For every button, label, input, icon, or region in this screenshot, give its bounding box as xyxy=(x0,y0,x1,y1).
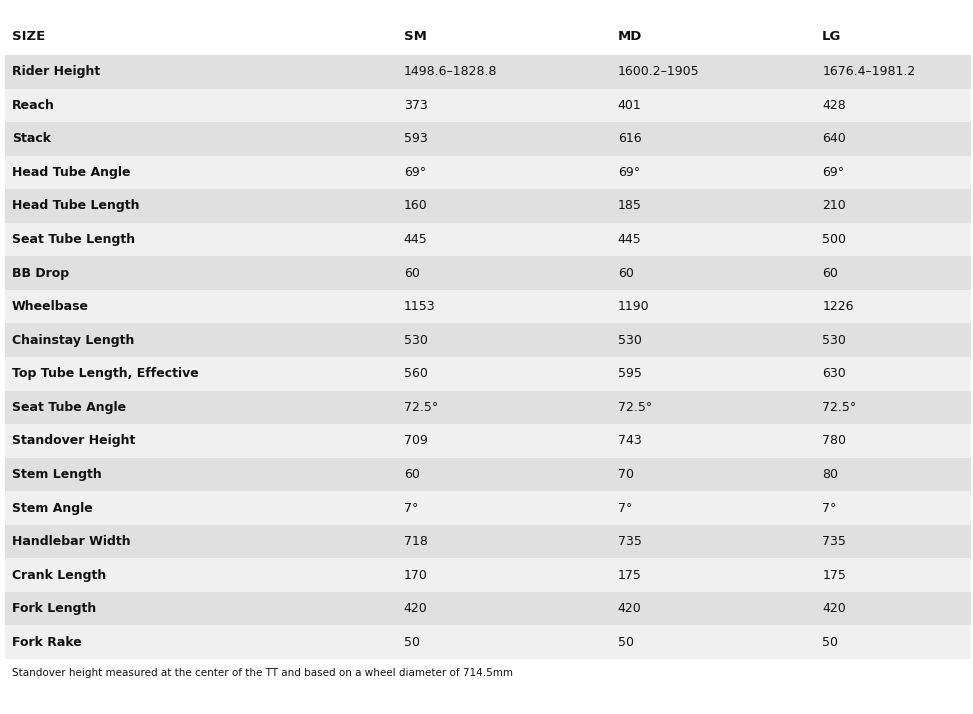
Bar xyxy=(5,223,971,256)
Text: Standover height measured at the center of the TT and based on a wheel diameter : Standover height measured at the center … xyxy=(12,668,513,678)
Bar xyxy=(5,323,971,357)
Text: 7°: 7° xyxy=(618,501,632,515)
Text: Fork Rake: Fork Rake xyxy=(12,635,82,649)
Text: 373: 373 xyxy=(404,99,427,112)
Text: 616: 616 xyxy=(618,132,641,146)
Text: Seat Tube Length: Seat Tube Length xyxy=(12,233,135,246)
Text: 72.5°: 72.5° xyxy=(822,401,856,414)
Text: Reach: Reach xyxy=(12,99,54,112)
Text: 210: 210 xyxy=(822,199,846,213)
Text: 560: 560 xyxy=(404,367,428,381)
Bar xyxy=(5,391,971,424)
Text: Stack: Stack xyxy=(12,132,51,146)
Text: Top Tube Length, Effective: Top Tube Length, Effective xyxy=(12,367,198,381)
Text: SM: SM xyxy=(404,30,427,43)
Text: 170: 170 xyxy=(404,568,428,582)
Text: 428: 428 xyxy=(822,99,846,112)
Text: Fork Length: Fork Length xyxy=(12,602,96,615)
Text: 718: 718 xyxy=(404,535,428,548)
Bar xyxy=(5,357,971,391)
Text: 185: 185 xyxy=(618,199,642,213)
Text: 530: 530 xyxy=(618,333,642,347)
Text: 50: 50 xyxy=(618,635,633,649)
Text: 7°: 7° xyxy=(822,501,837,515)
Text: Head Tube Angle: Head Tube Angle xyxy=(12,166,130,179)
Text: MD: MD xyxy=(618,30,642,43)
Text: 743: 743 xyxy=(618,434,641,448)
Text: 69°: 69° xyxy=(404,166,426,179)
Text: 530: 530 xyxy=(404,333,428,347)
Bar xyxy=(5,525,971,558)
Text: Standover Height: Standover Height xyxy=(12,434,135,448)
Text: 1190: 1190 xyxy=(618,300,650,313)
Text: 420: 420 xyxy=(822,602,846,615)
Text: 735: 735 xyxy=(618,535,642,548)
Text: 1600.2–1905: 1600.2–1905 xyxy=(618,65,700,79)
Text: 780: 780 xyxy=(822,434,847,448)
Bar xyxy=(5,55,971,89)
Bar xyxy=(5,424,971,458)
Text: Seat Tube Angle: Seat Tube Angle xyxy=(12,401,126,414)
Bar xyxy=(5,189,971,223)
Text: Stem Angle: Stem Angle xyxy=(12,501,92,515)
Text: 1676.4–1981.2: 1676.4–1981.2 xyxy=(822,65,916,79)
Bar xyxy=(5,458,971,491)
Bar xyxy=(5,558,971,592)
Bar xyxy=(5,625,971,659)
Text: 530: 530 xyxy=(822,333,847,347)
Text: Handlebar Width: Handlebar Width xyxy=(12,535,130,548)
Text: 445: 445 xyxy=(404,233,427,246)
Text: 160: 160 xyxy=(404,199,427,213)
Text: Stem Length: Stem Length xyxy=(12,468,101,481)
Text: Head Tube Length: Head Tube Length xyxy=(12,199,139,213)
Text: 445: 445 xyxy=(618,233,641,246)
Text: Wheelbase: Wheelbase xyxy=(12,300,89,313)
Text: Chainstay Length: Chainstay Length xyxy=(12,333,134,347)
Text: 1226: 1226 xyxy=(822,300,853,313)
Text: 50: 50 xyxy=(404,635,419,649)
Bar xyxy=(5,491,971,525)
Text: 72.5°: 72.5° xyxy=(618,401,652,414)
Text: 69°: 69° xyxy=(822,166,845,179)
Text: 70: 70 xyxy=(618,468,633,481)
Text: 420: 420 xyxy=(618,602,641,615)
Text: LG: LG xyxy=(822,30,842,43)
Text: 640: 640 xyxy=(822,132,846,146)
Bar xyxy=(5,592,971,625)
Text: 593: 593 xyxy=(404,132,427,146)
Text: 1153: 1153 xyxy=(404,300,436,313)
Text: 175: 175 xyxy=(822,568,847,582)
Text: 630: 630 xyxy=(822,367,846,381)
Text: SIZE: SIZE xyxy=(12,30,45,43)
Text: 50: 50 xyxy=(822,635,838,649)
Text: 709: 709 xyxy=(404,434,428,448)
Text: Rider Height: Rider Height xyxy=(12,65,100,79)
Text: 80: 80 xyxy=(822,468,838,481)
Text: 420: 420 xyxy=(404,602,427,615)
Bar xyxy=(5,290,971,323)
Text: 175: 175 xyxy=(618,568,642,582)
Bar xyxy=(5,89,971,122)
Text: 1498.6–1828.8: 1498.6–1828.8 xyxy=(404,65,497,79)
Text: 735: 735 xyxy=(822,535,847,548)
Text: 60: 60 xyxy=(404,266,419,280)
Text: Crank Length: Crank Length xyxy=(12,568,106,582)
Text: 60: 60 xyxy=(404,468,419,481)
Text: 7°: 7° xyxy=(404,501,418,515)
Text: 69°: 69° xyxy=(618,166,640,179)
Text: BB Drop: BB Drop xyxy=(12,266,69,280)
Text: 401: 401 xyxy=(618,99,641,112)
Text: 500: 500 xyxy=(822,233,847,246)
Bar xyxy=(5,156,971,189)
Text: 60: 60 xyxy=(618,266,633,280)
Bar xyxy=(5,256,971,290)
Bar xyxy=(5,122,971,156)
Text: 72.5°: 72.5° xyxy=(404,401,438,414)
Text: 60: 60 xyxy=(822,266,838,280)
Text: 595: 595 xyxy=(618,367,642,381)
